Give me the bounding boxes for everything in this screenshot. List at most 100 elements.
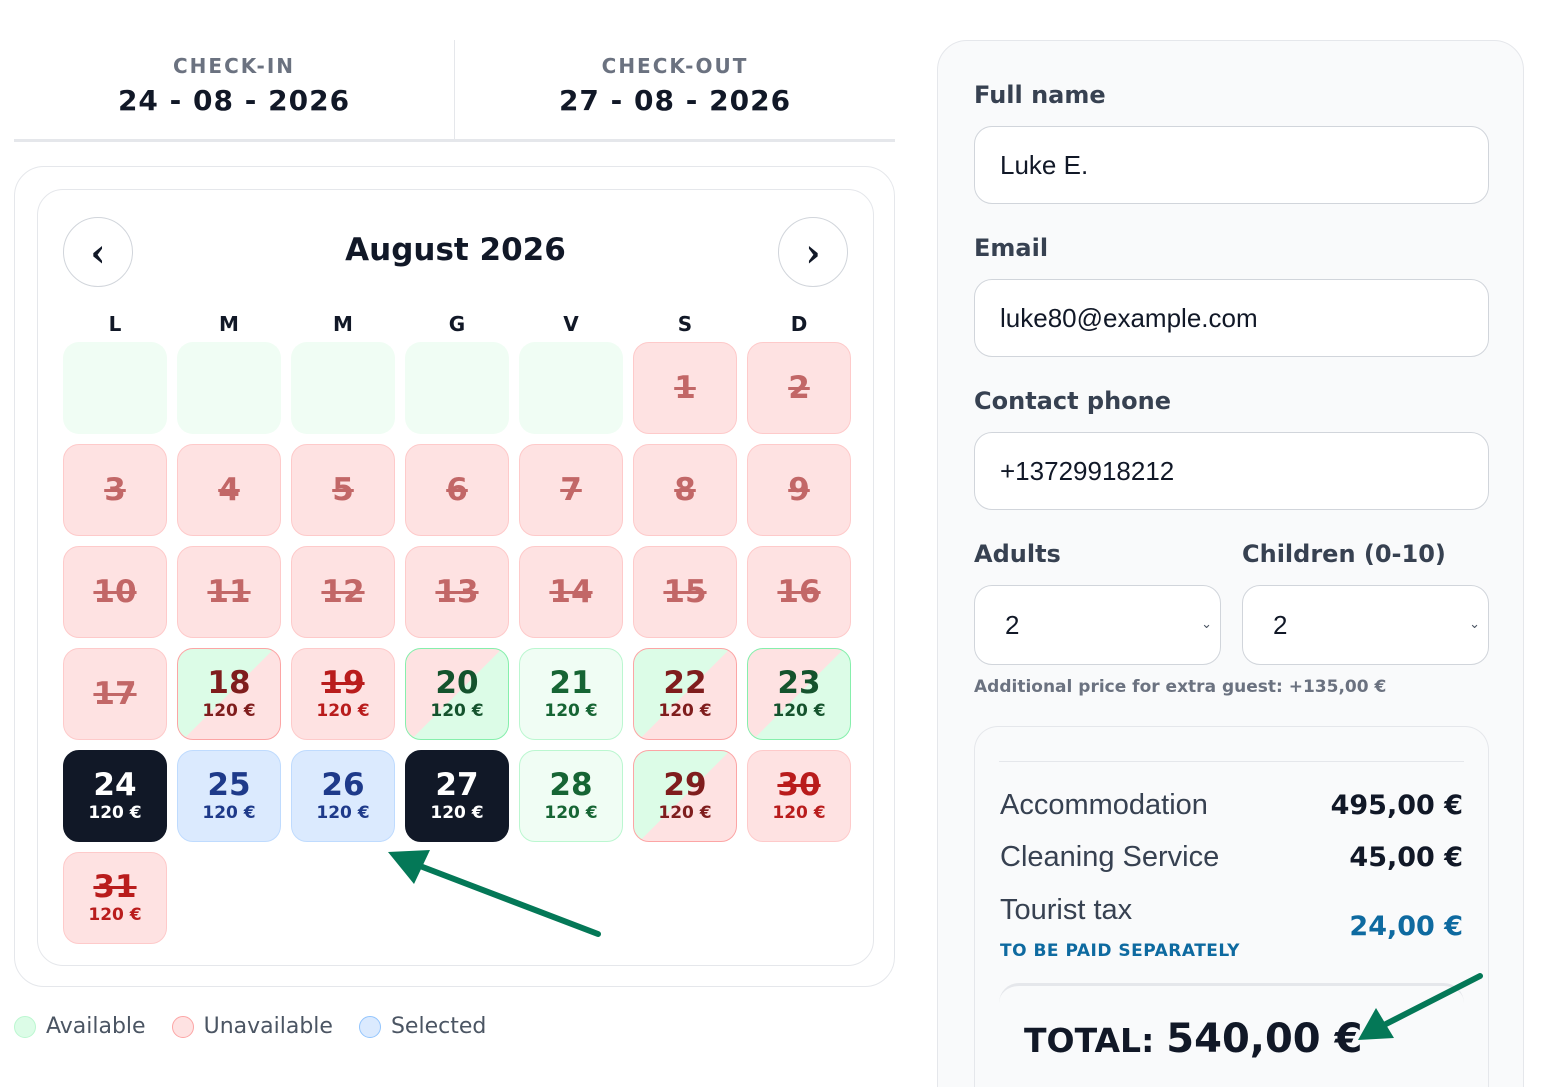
selected-dot-icon — [358, 1015, 381, 1038]
day-number: 17 — [93, 675, 137, 712]
children-select-value: 2 — [1273, 609, 1288, 640]
extra-guest-note: Additional price for extra guest: +135,0… — [974, 677, 1387, 697]
day-number: 5 — [332, 471, 354, 508]
day-number: 19 — [321, 665, 365, 701]
month-title: August 2026 — [345, 232, 566, 268]
day-cell-25[interactable]: 25 120 € — [177, 750, 281, 842]
day-number: 7 — [560, 471, 582, 508]
day-number: 27 — [435, 767, 479, 803]
calendar-legend: Available Unavailable Selected — [14, 1014, 486, 1039]
day-number: 26 — [321, 767, 365, 803]
summary-divider — [999, 761, 1464, 762]
day-cell-24[interactable]: 24 120 € — [63, 750, 167, 842]
tax-paid-separately-note: TO BE PAID SEPARATELY — [1000, 941, 1240, 961]
weekday-label: D — [790, 312, 808, 336]
day-number: 30 — [777, 767, 821, 803]
price-summary: Accommodation 495,00 € Cleaning Service … — [974, 726, 1489, 1087]
chevron-down-icon: ⌄ — [1469, 616, 1480, 631]
day-number: 28 — [549, 767, 593, 803]
tax-amount: 24,00 € — [1349, 911, 1463, 942]
weekday-label: L — [108, 312, 122, 336]
chevron-right-icon: › — [805, 229, 821, 275]
next-month-button[interactable]: › — [778, 217, 848, 287]
day-price: 120 € — [430, 701, 484, 721]
day-number: 9 — [788, 471, 810, 508]
weekday-label: M — [333, 312, 353, 336]
day-number: 22 — [663, 665, 707, 701]
day-cell-27[interactable]: 27 120 € — [405, 750, 509, 842]
day-cell-4: 4 — [177, 444, 281, 536]
day-cell-16: 16 — [747, 546, 851, 638]
weekday-label: G — [448, 312, 466, 336]
day-cell-18[interactable]: 18 120 € — [177, 648, 281, 740]
email-input[interactable] — [974, 279, 1489, 357]
adults-select[interactable]: 2 ⌄ — [974, 585, 1221, 665]
cleaning-label: Cleaning Service — [1000, 841, 1220, 873]
day-number: 3 — [104, 471, 126, 508]
day-number: 20 — [435, 665, 479, 701]
day-number: 21 — [549, 665, 593, 701]
checkin-label: CHECK-IN — [173, 54, 295, 78]
day-cell-3: 3 — [63, 444, 167, 536]
day-cell-29[interactable]: 29 120 € — [633, 750, 737, 842]
day-cell-28[interactable]: 28 120 € — [519, 750, 623, 842]
day-price: 120 € — [88, 905, 142, 925]
day-price: 120 € — [316, 803, 370, 823]
day-number: 14 — [549, 573, 593, 610]
checkout-value: 27 - 08 - 2026 — [558, 84, 792, 117]
day-price: 120 € — [88, 803, 142, 823]
day-number: 8 — [674, 471, 696, 508]
checkin-value: 24 - 08 - 2026 — [117, 84, 351, 117]
day-price: 120 € — [658, 701, 712, 721]
email-label: Email — [974, 234, 1049, 262]
total-row: TOTAL: 540,00 € — [1024, 1016, 1362, 1062]
phone-input[interactable] — [974, 432, 1489, 510]
day-number: 10 — [93, 573, 137, 610]
day-cell-21[interactable]: 21 120 € — [519, 648, 623, 740]
empty-day-cell — [291, 342, 395, 434]
chevron-left-icon: ‹ — [90, 229, 106, 275]
checkout-block[interactable]: CHECK-OUT 27 - 08 - 2026 — [454, 40, 895, 139]
day-number: 6 — [446, 471, 468, 508]
day-cell-20[interactable]: 20 120 € — [405, 648, 509, 740]
day-cell-6: 6 — [405, 444, 509, 536]
day-number: 4 — [218, 471, 240, 508]
day-cell-22[interactable]: 22 120 € — [633, 648, 737, 740]
empty-day-cell — [405, 342, 509, 434]
accommodation-amount: 495,00 € — [1330, 790, 1463, 821]
weekday-label: S — [677, 312, 693, 336]
day-cell-23[interactable]: 23 120 € — [747, 648, 851, 740]
day-price: 120 € — [544, 803, 598, 823]
day-cell-17: 17 — [63, 648, 167, 740]
legend-unavailable-label: Unavailable — [203, 1014, 333, 1039]
day-number: 18 — [207, 665, 251, 701]
prev-month-button[interactable]: ‹ — [63, 217, 133, 287]
day-grid: 1 2 3 4 5 6 7 8 9 10 11 12 13 14 15 16 17 18 120 €19 120 €2… — [63, 342, 851, 944]
adults-select-value: 2 — [1005, 609, 1020, 640]
legend-selected: Selected — [358, 1014, 486, 1039]
day-price: 120 € — [544, 701, 598, 721]
day-price: 120 € — [430, 803, 484, 823]
day-number: 24 — [93, 767, 137, 803]
day-cell-1: 1 — [633, 342, 737, 434]
day-price: 120 € — [772, 803, 826, 823]
day-price: 120 € — [202, 803, 256, 823]
checkout-label: CHECK-OUT — [601, 54, 749, 78]
empty-day-cell — [63, 342, 167, 434]
day-cell-2: 2 — [747, 342, 851, 434]
unavailable-dot-icon — [171, 1015, 194, 1038]
day-cell-5: 5 — [291, 444, 395, 536]
day-cell-30: 30 120 € — [747, 750, 851, 842]
day-cell-26[interactable]: 26 120 € — [291, 750, 395, 842]
phone-label: Contact phone — [974, 387, 1172, 415]
full-name-input[interactable] — [974, 126, 1489, 204]
accommodation-label: Accommodation — [1000, 789, 1208, 821]
day-price: 120 € — [772, 701, 826, 721]
day-number: 29 — [663, 767, 707, 803]
checkin-block[interactable]: CHECK-IN 24 - 08 - 2026 — [14, 40, 454, 139]
children-select[interactable]: 2 ⌄ — [1242, 585, 1489, 665]
day-cell-9: 9 — [747, 444, 851, 536]
empty-day-cell — [519, 342, 623, 434]
